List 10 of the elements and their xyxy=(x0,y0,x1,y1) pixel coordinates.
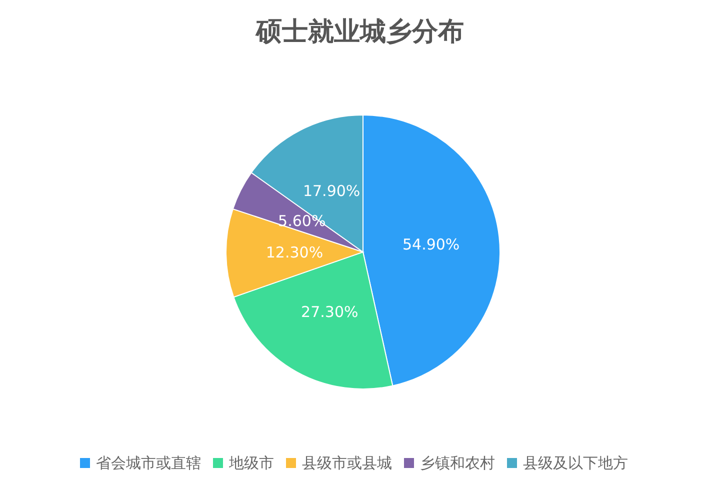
data-label: 17.90% xyxy=(302,182,360,200)
legend-label: 乡镇和农村 xyxy=(419,454,495,472)
chart-title: 硕士就业城乡分布 xyxy=(255,17,464,47)
legend-label: 地级市 xyxy=(228,454,274,472)
data-label: 54.90% xyxy=(402,236,460,254)
data-label: 12.30% xyxy=(266,244,324,262)
legend-label: 省会城市或直辖 xyxy=(95,454,201,472)
legend-label: 县级市或县城 xyxy=(301,454,392,472)
legend-label: 县级及以下地方 xyxy=(522,454,628,472)
data-label: 27.30% xyxy=(301,302,358,321)
